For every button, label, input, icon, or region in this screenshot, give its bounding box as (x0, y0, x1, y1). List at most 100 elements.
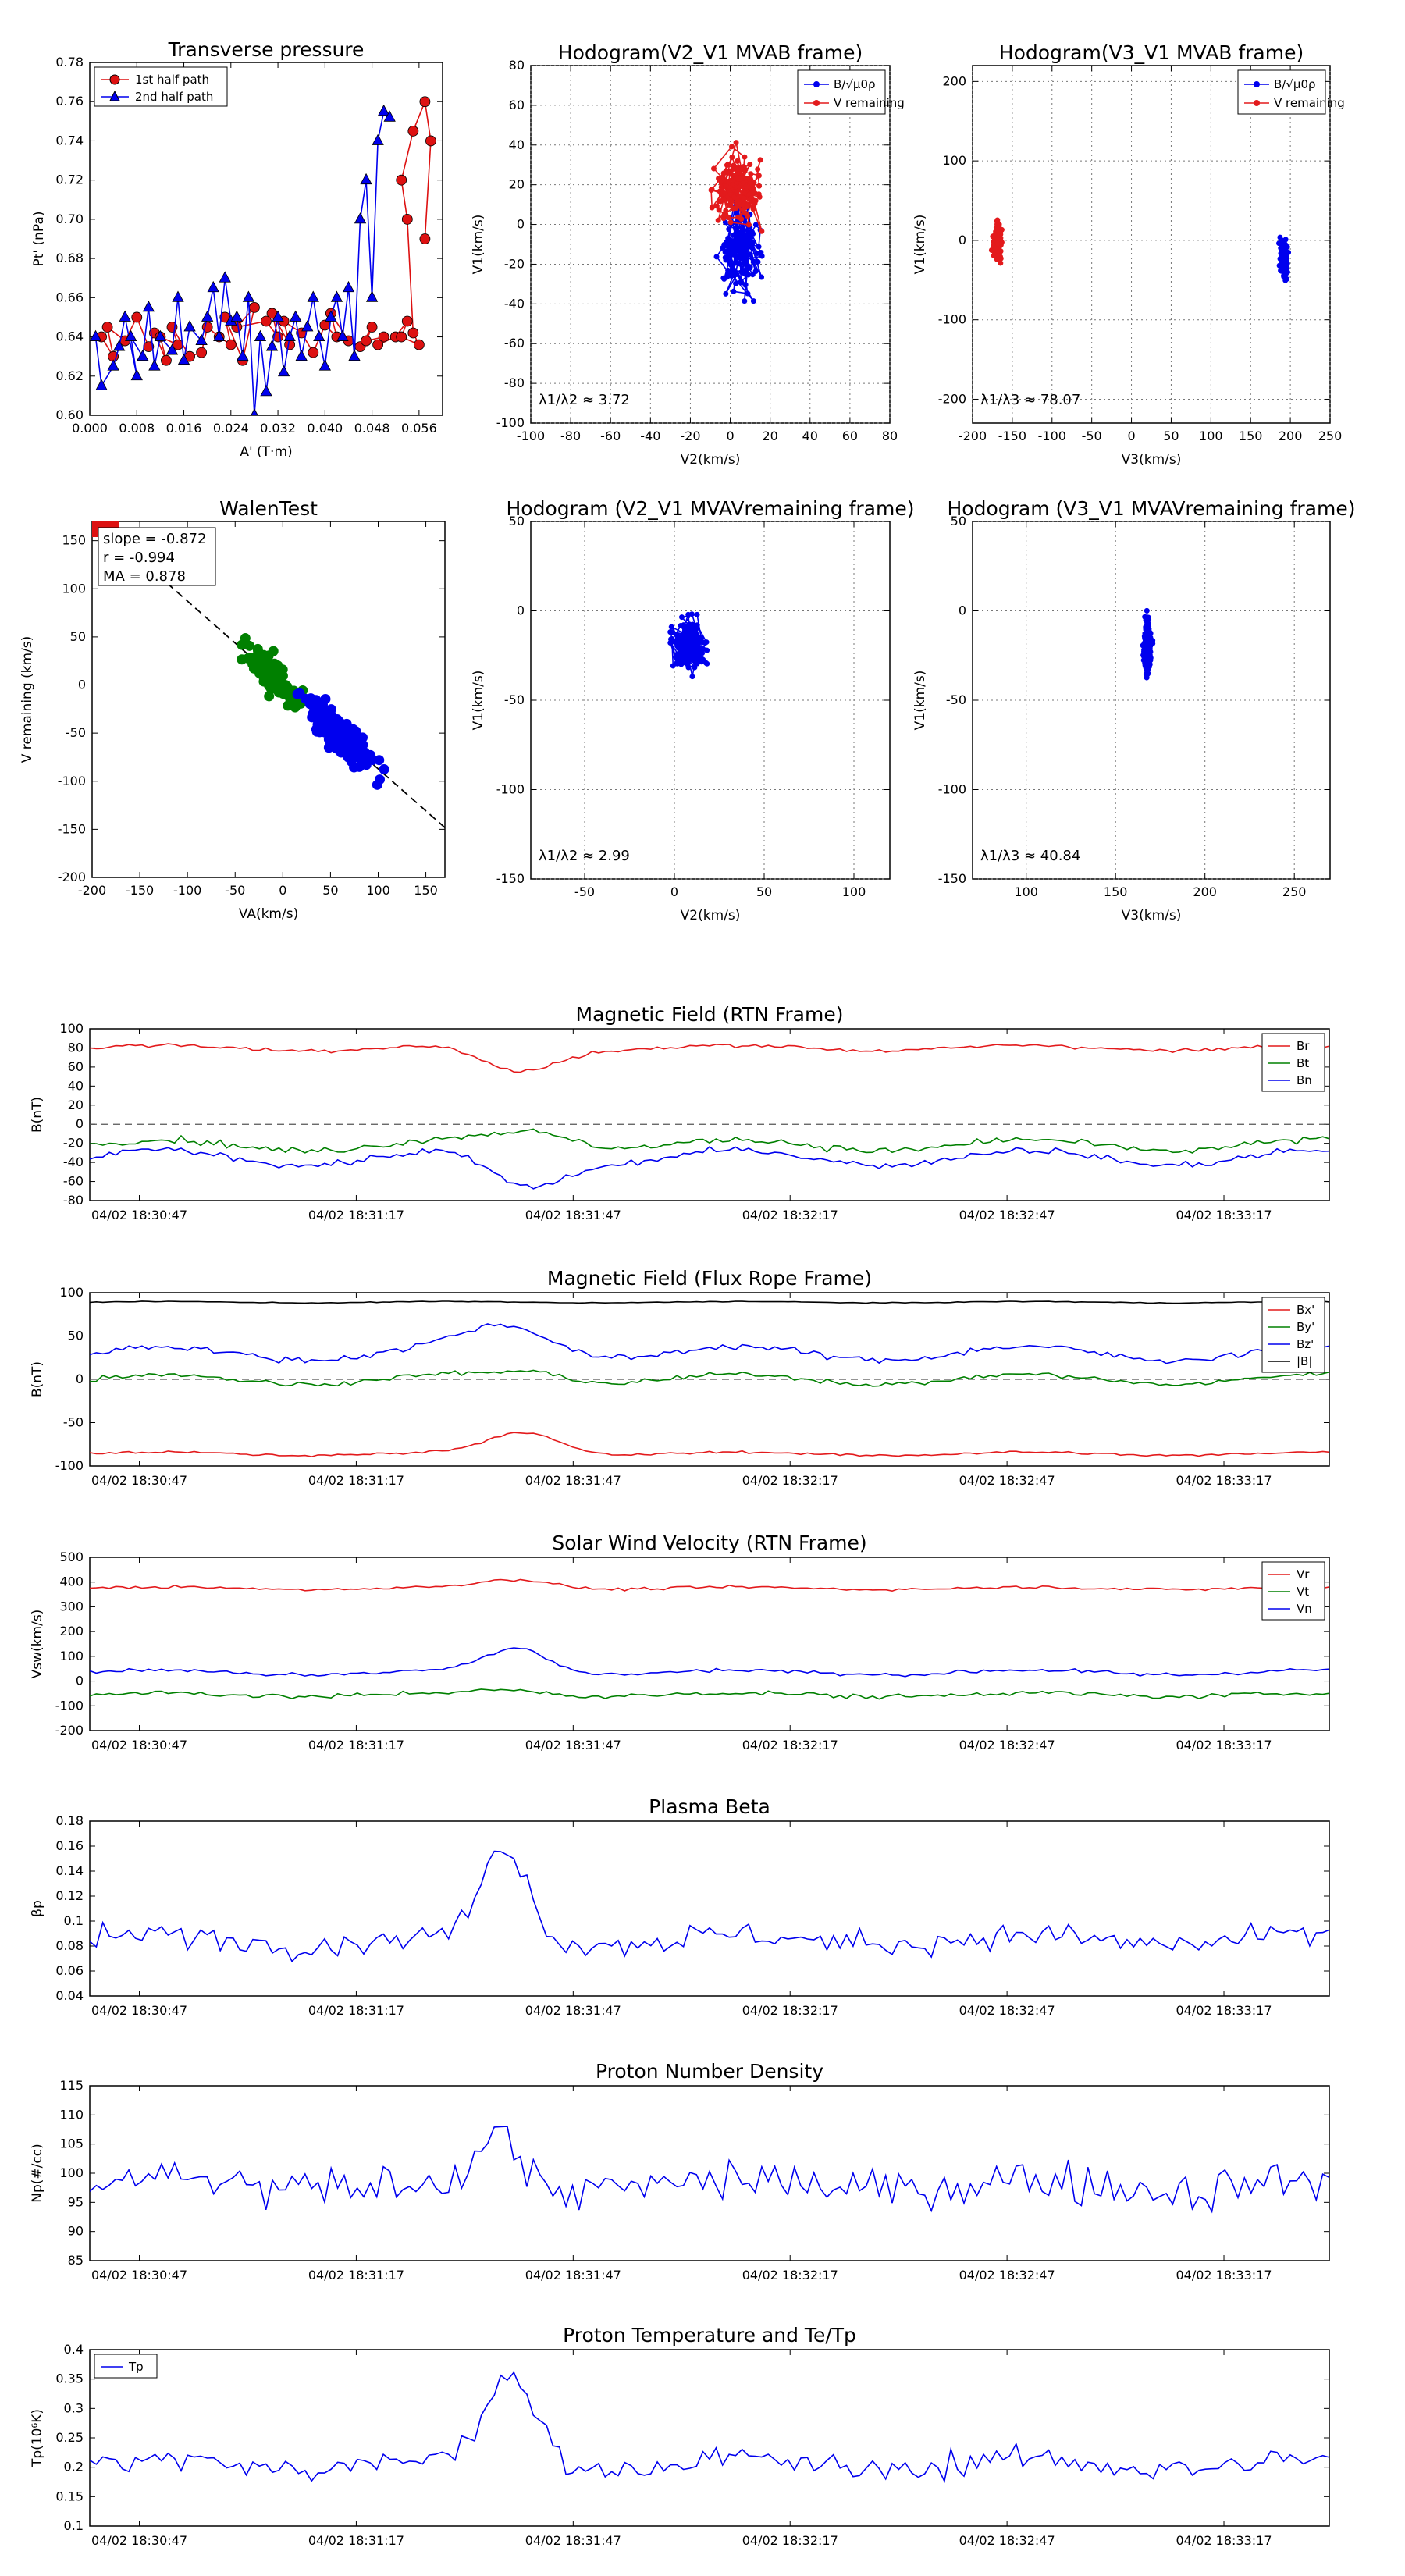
x-tick-label: 04/02 18:31:47 (525, 2533, 621, 2548)
legend-box (797, 69, 886, 115)
x-tick-label: 0.016 (166, 421, 202, 436)
data-point (219, 271, 231, 283)
x-tick-label: 150 (414, 883, 438, 898)
y-tick-label: 80 (68, 1040, 84, 1055)
legend-box (94, 2354, 158, 2379)
data-point (283, 700, 293, 711)
panel-beta: Plasma Beta 0.04 0.06 0.08 0.1 0.12 0.14 0.16 0.… (30, 1795, 1330, 2018)
data-point (737, 169, 743, 176)
x-tick-label: 0 (1127, 429, 1135, 443)
x-axis-label: V2(km/s) (681, 908, 741, 923)
y-tick-label: 0 (78, 678, 86, 692)
data-point (350, 752, 361, 763)
y-tick-label: -150 (58, 821, 86, 836)
data-point (709, 205, 715, 211)
x-tick-label: 04/02 18:31:17 (308, 2003, 404, 2018)
y-tick-label: -100 (55, 1458, 84, 1473)
data-point (733, 280, 739, 286)
data-point (747, 162, 753, 168)
series-line (90, 1128, 1329, 1154)
data-point (729, 245, 735, 251)
data-point (130, 368, 143, 381)
vsw-frame (89, 1557, 1330, 1731)
pt-frame (89, 62, 443, 416)
data-point (741, 227, 747, 233)
y-tick-label: 0.18 (55, 1813, 84, 1828)
data-point (684, 644, 690, 650)
x-tick-label: 04/02 18:33:17 (1176, 2003, 1272, 2018)
y-tick-label: 0.60 (55, 407, 84, 422)
x-tick-label: 100 (1014, 884, 1038, 899)
data-point (716, 207, 722, 213)
data-point (733, 175, 739, 181)
plot-area (90, 2371, 1329, 2484)
series-line (90, 1647, 1329, 1678)
y-axis-label: Tp(10⁶K) (30, 2409, 45, 2467)
x-tick-label: 04/02 18:32:17 (742, 1473, 838, 1488)
y-tick-label: -100 (58, 774, 86, 788)
data-point (756, 183, 763, 189)
data-point (161, 354, 172, 366)
data-point (748, 171, 754, 177)
data-point (688, 653, 695, 659)
y-tick-label: 0.72 (55, 173, 84, 187)
legend: Vr Vt Vn (1261, 1561, 1325, 1621)
data-point (251, 408, 258, 415)
data-point (742, 271, 748, 277)
data-point (729, 154, 735, 160)
legend-marker (1254, 100, 1260, 106)
data-point (674, 643, 681, 649)
y-tick-label: 0.74 (55, 133, 84, 148)
data-point (377, 104, 390, 116)
series-line (90, 1323, 1329, 1364)
series-line (90, 2126, 1329, 2214)
x-tick-label: -20 (680, 429, 700, 443)
data-point (372, 339, 384, 350)
data-point (744, 204, 750, 210)
x-tick-label: 50 (1163, 429, 1179, 443)
stat-ma: MA = 0.878 (103, 568, 186, 585)
data-point (742, 298, 748, 304)
data-point (1144, 607, 1150, 614)
y-tick-label: 100 (942, 153, 966, 168)
x-tick-label: 0.040 (307, 421, 343, 436)
data-point (242, 290, 255, 302)
data-point (1278, 268, 1284, 274)
data-point (172, 290, 184, 302)
data-point (750, 206, 756, 212)
data-point (313, 329, 325, 341)
data-point (319, 319, 331, 331)
legend-box (1237, 69, 1326, 115)
data-point (374, 774, 385, 785)
legend-label: Br (1297, 1039, 1310, 1053)
y-tick-label: -100 (55, 1698, 84, 1713)
panel-title: Magnetic Field (Flux Rope Frame) (547, 1267, 872, 1290)
x-tick-label: -40 (640, 429, 660, 443)
data-point (694, 611, 700, 617)
np-frame (89, 2085, 1330, 2261)
y-tick-label: 0 (517, 603, 525, 618)
y-tick-label: 0.3 (64, 2400, 84, 2415)
data-point (755, 250, 761, 256)
data-point (752, 222, 759, 228)
panel-bfr: Magnetic Field (Flux Rope Frame) -100 -50 0… (30, 1267, 1330, 1488)
data-point (734, 187, 740, 194)
panel-transverse-pressure: Transverse pressure 0.60 0.62 0.64 0.66 0.68 0… (31, 38, 443, 460)
panel-brtn: Magnetic Field (RTN Frame) -80 -60 -40 -20 0 2… (30, 1003, 1330, 1222)
data-point (1144, 617, 1151, 623)
x-tick-label: 04/02 18:32:47 (959, 1473, 1055, 1488)
data-point (678, 651, 685, 657)
series-line (90, 1688, 1329, 1700)
data-point (685, 664, 692, 671)
legend-label: Vt (1297, 1585, 1309, 1599)
data-point (319, 704, 330, 715)
x-tick-label: 04/02 18:32:47 (959, 2268, 1055, 2282)
y-axis-label: V1(km/s) (912, 671, 928, 731)
data-point (268, 646, 279, 656)
data-point (90, 329, 102, 341)
data-point (995, 229, 1001, 235)
y-tick-label: 0.4 (64, 2342, 84, 2357)
x-tick-label: 0 (726, 429, 734, 443)
legend-box (1261, 1033, 1325, 1092)
data-point (741, 189, 747, 195)
